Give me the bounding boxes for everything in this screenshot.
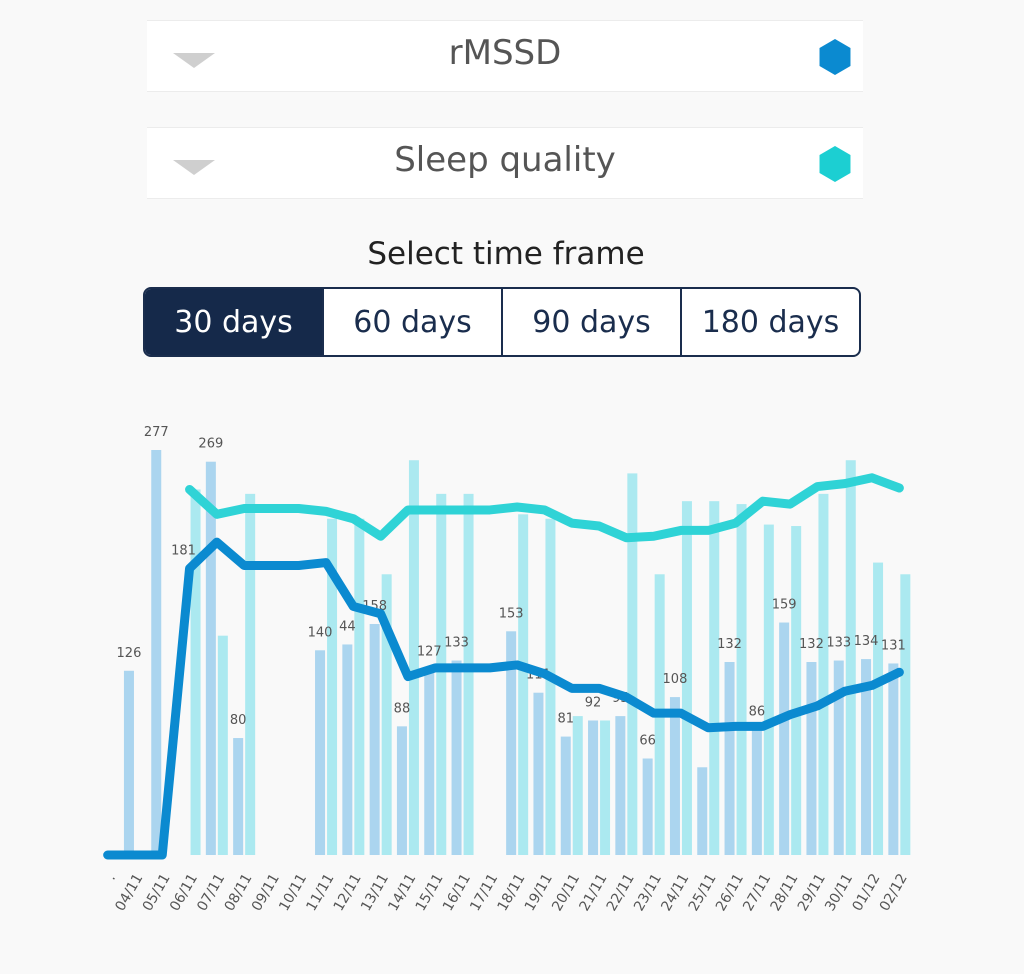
bar-data-label: 140 <box>308 625 333 640</box>
rmssd-bar <box>833 660 844 855</box>
sleep-quality-bar <box>845 460 856 855</box>
sleep-quality-bar <box>463 493 474 855</box>
rmssd-bar <box>205 461 216 855</box>
rmssd-bar <box>669 697 680 855</box>
chevron-down-icon <box>173 160 215 175</box>
rmssd-line <box>103 537 904 860</box>
sleep-quality-bar <box>217 635 228 855</box>
rmssd-bar <box>342 644 353 855</box>
timeframe-30-days-button[interactable]: 30 days <box>145 289 324 355</box>
bar-data-label: 131 <box>881 638 906 653</box>
sleep-quality-line <box>185 473 904 543</box>
sleep-quality-bar <box>627 473 638 855</box>
x-tick-label: . <box>103 871 119 883</box>
chevron-down-icon <box>173 53 215 68</box>
rmssd-bar <box>533 692 544 855</box>
sleep-quality-bar <box>600 720 611 855</box>
timeframe-60-days-button[interactable]: 60 days <box>324 289 503 355</box>
sleep-quality-bar <box>900 574 911 855</box>
sleep-quality-bar <box>408 460 419 855</box>
sleep-quality-bar <box>681 501 692 855</box>
bar-data-label: 269 <box>198 437 223 452</box>
sleep-quality-bar <box>354 518 365 855</box>
metric-selector-label: Sleep quality <box>394 140 616 180</box>
bar-data-label: 108 <box>663 672 688 687</box>
bar-data-label: 132 <box>717 637 742 652</box>
sleep-quality-bar <box>873 562 884 855</box>
sleep-quality-bar <box>818 493 829 855</box>
bar-data-label: 86 <box>749 704 766 719</box>
bar-data-label: 134 <box>854 634 879 649</box>
timeframe-title: Select time frame <box>367 236 645 272</box>
sleep-quality-bar <box>736 504 747 855</box>
metric-selector-secondary[interactable]: Sleep quality <box>147 127 863 199</box>
bar-data-label: 159 <box>772 598 797 613</box>
rmssd-bar <box>315 650 326 855</box>
rmssd-bar <box>861 659 872 855</box>
rmssd-bar <box>724 662 735 855</box>
bar-data-label: 277 <box>144 425 169 440</box>
bar-data-label: 153 <box>499 606 524 621</box>
bar-data-label: 66 <box>639 734 656 749</box>
bar-data-label: 44 <box>339 619 356 634</box>
bar-data-label: 80 <box>230 713 247 728</box>
rmssd-bar <box>424 669 435 855</box>
sleep-quality-bar <box>190 489 201 855</box>
rmssd-bar <box>506 631 517 855</box>
rmssd-bar <box>751 729 762 855</box>
bar-data-label: 181 <box>171 543 196 558</box>
sleep-quality-bar <box>545 518 556 855</box>
rmssd-bar <box>888 663 899 855</box>
timeframe-90-days-button[interactable]: 90 days <box>503 289 682 355</box>
sleep-quality-bar <box>791 526 802 855</box>
bar-data-label: 133 <box>826 636 851 651</box>
bar-data-label: 92 <box>585 695 602 710</box>
rmssd-bar <box>560 736 571 855</box>
timeframe-segmented-control: 30 days 60 days 90 days 180 days <box>143 287 861 357</box>
rmssd-bar <box>369 623 380 855</box>
rmssd-bar <box>151 450 162 855</box>
bar-data-label: 88 <box>394 701 411 716</box>
rmssd-bar <box>642 758 653 855</box>
rmssd-bar <box>697 767 708 855</box>
metric-selector-primary[interactable]: rMSSD <box>147 20 863 92</box>
rmssd-bar <box>233 738 244 855</box>
timeframe-180-days-button[interactable]: 180 days <box>701 304 840 340</box>
sleep-quality-bar <box>518 514 529 855</box>
sleep-quality-bar <box>327 518 338 855</box>
rmssd-bar <box>451 660 462 855</box>
bar-data-label: 132 <box>799 637 824 652</box>
rmssd-bar <box>396 726 407 855</box>
bar-data-label: 133 <box>444 636 469 651</box>
rmssd-bar <box>615 716 626 855</box>
sleep-quality-bar <box>709 501 720 855</box>
x-tick-label: 02/12 <box>877 871 911 914</box>
rmssd-bar <box>588 720 599 855</box>
rmssd-bar <box>779 622 790 855</box>
sleep-quality-bar <box>763 524 774 855</box>
bar-data-label: 126 <box>117 646 142 661</box>
sleep-quality-bar <box>245 493 256 855</box>
sleep-quality-bar <box>572 716 583 855</box>
rmssd-bar <box>123 670 134 855</box>
rmssd-bar <box>806 662 817 855</box>
sleep-quality-bar <box>436 493 447 855</box>
bar-data-label: 81 <box>557 712 574 727</box>
bar-data-label: 127 <box>417 644 442 659</box>
sleep-quality-bar <box>381 574 392 855</box>
metric-selector-label: rMSSD <box>448 33 562 73</box>
